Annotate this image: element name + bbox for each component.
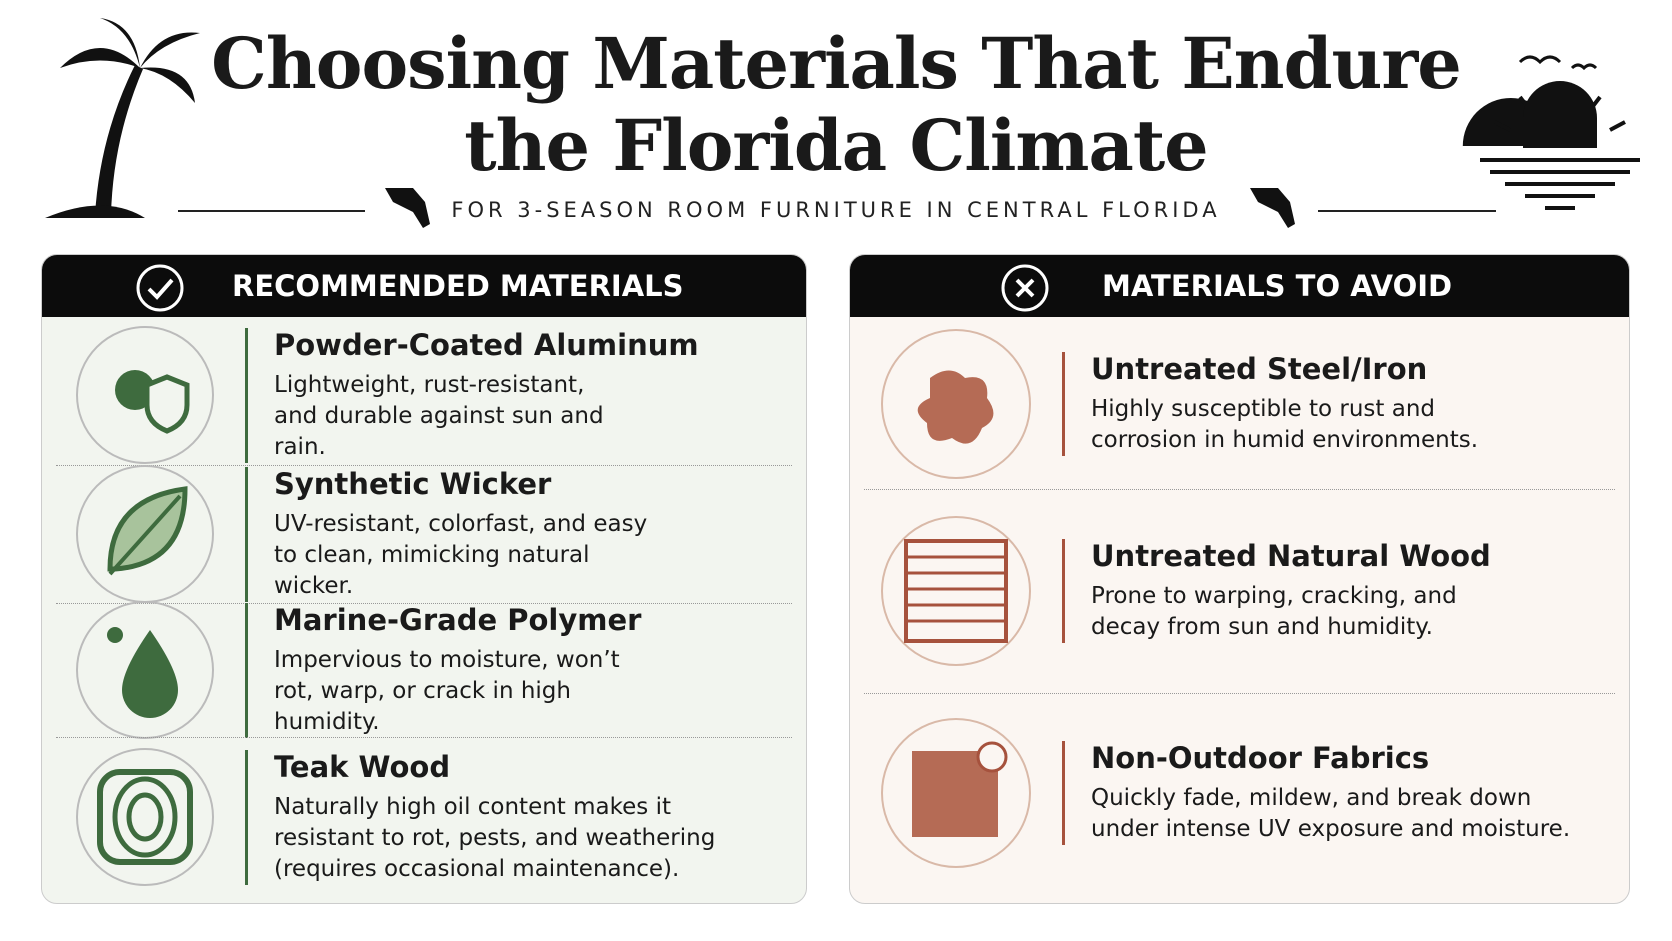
item-name: Untreated Steel/Iron	[1091, 352, 1428, 386]
panel-heading: MATERIALS TO AVOID	[1102, 269, 1453, 303]
icon	[881, 329, 1031, 479]
icon	[881, 516, 1031, 666]
panel-heading: RECOMMENDED MATERIALS	[232, 269, 684, 303]
icon	[76, 748, 214, 886]
separator	[56, 465, 792, 466]
material-item: Non-Outdoor Fabrics Quickly fade, mildew,…	[850, 693, 1629, 893]
item-name: Non-Outdoor Fabrics	[1091, 741, 1430, 775]
icon	[76, 326, 214, 464]
separator	[56, 603, 792, 604]
icon	[76, 465, 214, 603]
item-description: Impervious to moisture, won’t rot, warp,…	[274, 646, 620, 735]
material-item: Untreated Steel/Iron Highly susceptible t…	[850, 319, 1629, 489]
title-line: the Florida Climate	[464, 104, 1208, 187]
check-icon	[136, 264, 184, 312]
panel-header: MATERIALS TO AVOID	[850, 255, 1629, 317]
material-item: Teak Wood Naturally high oil content make…	[42, 737, 806, 897]
separator	[864, 693, 1615, 694]
item-name: Synthetic Wicker	[274, 466, 552, 501]
item-description: Quickly fade, mildew, and break down und…	[1091, 785, 1571, 842]
item-description: UV-resistant, colorfast, and easy to cle…	[274, 510, 648, 599]
decor	[45, 18, 1640, 228]
subtitle: FOR 3-SEASON ROOM FURNITURE IN CENTRAL F…	[451, 198, 1221, 222]
title-line: Choosing Materials That Endure	[211, 22, 1462, 105]
x-icon	[1001, 264, 1049, 312]
item-name: Marine-Grade Polymer	[274, 602, 642, 637]
panel-header: RECOMMENDED MATERIALS	[42, 255, 806, 317]
item-name: Untreated Natural Wood	[1091, 539, 1491, 573]
icon	[76, 601, 214, 739]
material-item: Synthetic Wicker UV-resistant, colorfast,…	[42, 465, 806, 603]
separator	[56, 737, 792, 738]
item-name: Powder-Coated Aluminum	[274, 327, 699, 362]
material-item: Powder-Coated Aluminum Lightweight, rust-…	[42, 325, 806, 465]
separator	[864, 489, 1615, 490]
icon	[881, 718, 1031, 868]
item-description: Naturally high oil content makes it resi…	[274, 793, 716, 882]
material-item: Marine-Grade Polymer Impervious to moistu…	[42, 601, 806, 739]
avoid-panel: MATERIALS TO AVOID Untreated Steel/Iron H…	[849, 254, 1630, 904]
recommended-panel: RECOMMENDED MATERIALS Powder-Coated Alum…	[41, 254, 807, 904]
item-description: Lightweight, rust-resistant, and durable…	[274, 371, 604, 460]
item-description: Highly susceptible to rust and corrosion…	[1091, 396, 1479, 453]
item-name: Teak Wood	[274, 749, 451, 784]
item-description: Prone to warping, cracking, and decay fr…	[1091, 583, 1457, 640]
material-item: Untreated Natural Wood Prone to warping, …	[850, 489, 1629, 693]
